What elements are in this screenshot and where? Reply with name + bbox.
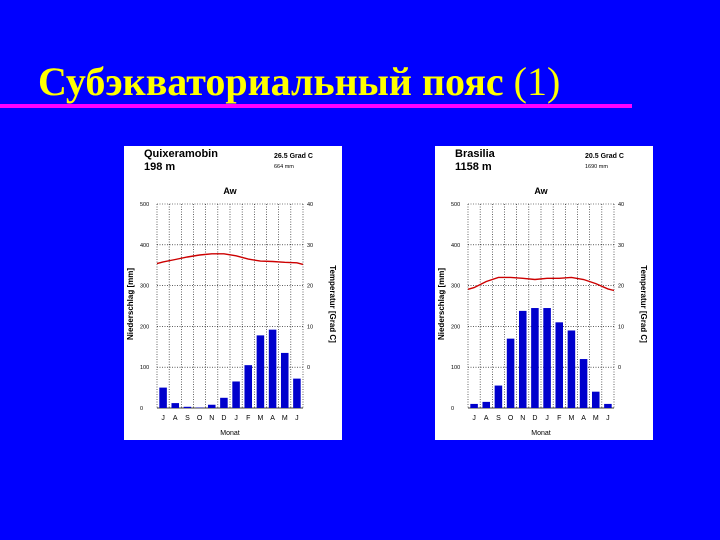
y2-tick-label: 0 <box>307 365 310 371</box>
climate-chart-quixeramobin: Quixeramobin 198 m 26.5 Grad C 664 mm Aw 0 100… <box>124 146 342 440</box>
month-label: A <box>173 415 178 422</box>
precipitation-bar <box>543 308 551 408</box>
month-label: J <box>545 415 549 422</box>
month-label: N <box>520 415 525 422</box>
y2-tick-label: 10 <box>618 324 624 330</box>
precipitation-bar <box>506 338 515 408</box>
month-label: N <box>209 415 214 422</box>
annual-precipitation: 664 mm <box>274 164 294 170</box>
month-label: F <box>246 415 250 422</box>
month-label: J <box>606 415 610 422</box>
y-tick-label: 500 <box>140 202 149 208</box>
month-label: M <box>593 415 599 422</box>
y2-tick-label: 40 <box>618 202 624 208</box>
precipitation-bar <box>494 385 503 408</box>
month-label: J <box>472 415 476 422</box>
month-label: O <box>197 415 203 422</box>
precipitation-bar <box>579 359 588 408</box>
precipitation-bar <box>159 387 167 408</box>
precipitation-bar <box>220 397 228 408</box>
month-label: S <box>496 415 501 422</box>
precipitation-bar <box>232 381 240 408</box>
station-elevation: 1158 m <box>455 161 492 173</box>
precipitation-bar <box>482 401 491 408</box>
precipitation-bar <box>256 335 265 408</box>
y-tick-label: 300 <box>140 284 149 290</box>
y-tick-label: 300 <box>451 284 460 290</box>
precipitation-bar <box>518 310 527 408</box>
month-label: J <box>161 415 165 422</box>
y-tick-label: 400 <box>140 243 149 249</box>
climate-chart-brasilia: Brasilia 1158 m 20.5 Grad C 1690 mm Aw 0 100 20… <box>435 146 653 440</box>
precipitation-bar <box>567 330 576 408</box>
precipitation-bar <box>183 406 192 408</box>
month-label: A <box>581 415 586 422</box>
title-number: (1) <box>513 59 561 104</box>
temperature-line <box>156 253 304 266</box>
station-elevation: 198 m <box>144 161 175 173</box>
y2-tick-label: 40 <box>307 202 313 208</box>
mean-temperature: 26.5 Grad C <box>274 153 313 160</box>
precipitation-bar <box>470 403 478 408</box>
climate-class: Aw <box>223 186 237 196</box>
title-underline <box>0 104 632 108</box>
precipitation-bar <box>531 308 539 408</box>
temperature-line <box>467 276 615 292</box>
precipitation-bar <box>207 404 216 408</box>
x-axis-label: Monat <box>531 430 551 437</box>
month-label: A <box>270 415 275 422</box>
month-label: M <box>257 415 263 422</box>
y2-tick-label: 20 <box>307 284 313 290</box>
month-label: D <box>532 415 537 422</box>
y-tick-label: 400 <box>451 243 460 249</box>
mean-temperature: 20.5 Grad C <box>585 153 624 160</box>
y-axis-label-left: Niederschlag [mm] <box>126 268 135 340</box>
precipitation-bar <box>244 365 253 408</box>
y-axis-label-right: Temperatur [Grad C] <box>328 265 337 343</box>
month-label: O <box>508 415 514 422</box>
y-tick-label: 100 <box>451 365 460 371</box>
precipitation-bar <box>268 329 277 408</box>
month-label: S <box>185 415 190 422</box>
y-tick-label: 500 <box>451 202 460 208</box>
month-label: M <box>282 415 288 422</box>
y-tick-label: 200 <box>451 324 460 330</box>
month-label: F <box>557 415 561 422</box>
month-label: M <box>568 415 574 422</box>
x-axis-label: Monat <box>220 430 240 437</box>
y2-tick-label: 30 <box>618 243 624 249</box>
y-tick-label: 200 <box>140 324 149 330</box>
y2-tick-label: 20 <box>618 284 624 290</box>
precipitation-bar <box>280 352 289 408</box>
month-label: J <box>234 415 238 422</box>
precipitation-bar <box>171 403 180 408</box>
y-tick-label: 0 <box>451 406 454 412</box>
station-name: Quixeramobin <box>144 148 218 160</box>
station-name: Brasilia <box>455 148 496 160</box>
precipitation-bar <box>555 322 564 408</box>
month-label: A <box>484 415 489 422</box>
precipitation-bar <box>591 391 600 408</box>
y-axis-label-right: Temperatur [Grad C] <box>639 265 648 343</box>
y-tick-label: 0 <box>140 406 143 412</box>
annual-precipitation: 1690 mm <box>585 164 608 170</box>
y-axis-label-left: Niederschlag [mm] <box>437 268 446 340</box>
month-label: D <box>221 415 226 422</box>
y-tick-label: 100 <box>140 365 149 371</box>
y2-tick-label: 10 <box>307 324 313 330</box>
y2-tick-label: 0 <box>618 365 621 371</box>
month-label: J <box>295 415 299 422</box>
climate-class: Aw <box>534 186 548 196</box>
y2-tick-label: 30 <box>307 243 313 249</box>
precipitation-bar <box>293 378 301 408</box>
slide-title: Субэкваториальный пояс (1) <box>38 58 560 106</box>
title-text: Субэкваториальный пояс <box>38 59 504 104</box>
precipitation-bar <box>604 403 612 408</box>
